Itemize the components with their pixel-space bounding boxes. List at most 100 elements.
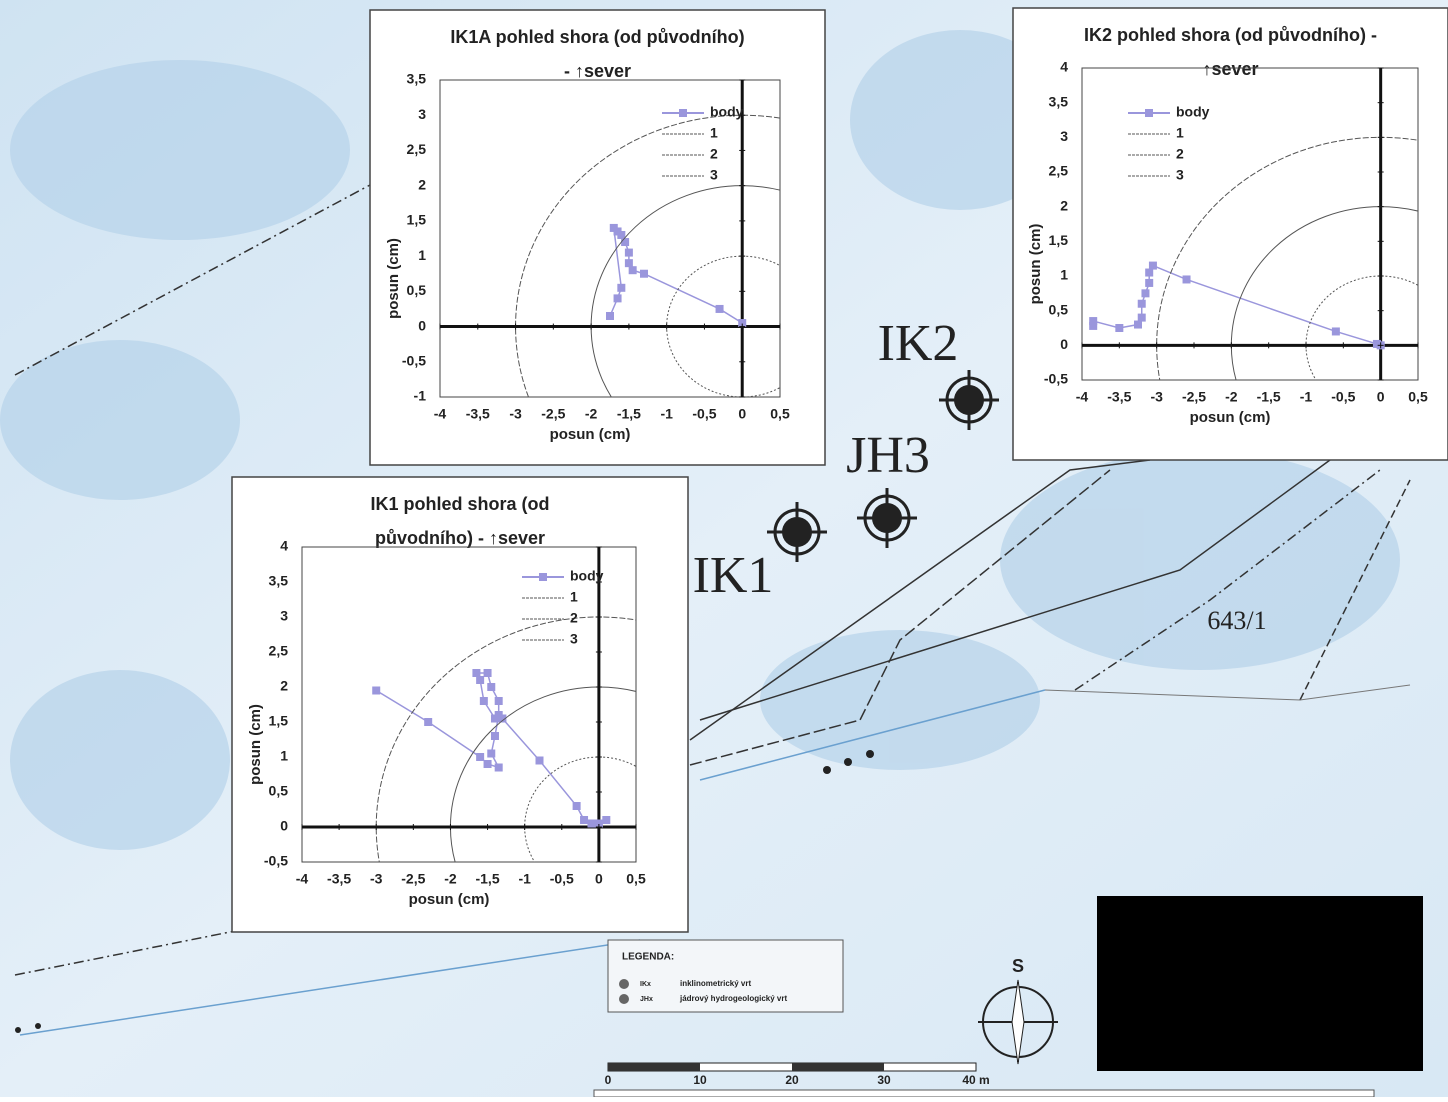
body-point — [1134, 320, 1142, 329]
chart-subtitle: původního) - ↑sever — [375, 528, 545, 548]
scale-label: 10 — [693, 1073, 707, 1087]
x-tick-label: -4 — [296, 871, 309, 887]
legend-symbol: JHx — [640, 996, 653, 1003]
chart-background — [1012, 7, 1448, 461]
x-tick-label: 0 — [595, 871, 603, 887]
scale-label: 30 — [877, 1073, 891, 1087]
body-point — [1148, 261, 1157, 270]
y-tick-label: 0 — [418, 317, 426, 333]
y-tick-label: -0,5 — [402, 352, 426, 368]
body-point — [1089, 317, 1098, 326]
x-tick-label: -4 — [1076, 389, 1089, 405]
y-axis-label: posun (cm) — [385, 238, 402, 319]
body-point — [472, 669, 481, 677]
x-tick-label: -2,5 — [401, 871, 425, 887]
chart-background — [369, 9, 826, 466]
y-tick-label: 0,5 — [269, 783, 289, 799]
body-point — [715, 304, 724, 313]
body-point — [609, 223, 618, 232]
body-point — [479, 697, 488, 705]
body-point — [372, 686, 381, 695]
x-tick-label: -1,5 — [475, 871, 499, 887]
x-tick-label: -3,5 — [466, 406, 490, 422]
scale-label: 0 — [605, 1073, 612, 1087]
x-tick-label: -1 — [660, 406, 673, 422]
legend-text: jádrový hydrogeologický vrt — [679, 994, 787, 1003]
legend-title: LEGENDA: — [622, 952, 674, 963]
y-tick-label: 3,5 — [1049, 93, 1069, 109]
body-point — [487, 683, 496, 691]
x-tick-label: -3 — [1150, 389, 1163, 405]
chart-panel: IK2 pohled shora (od původního) - ↑sever -… — [1012, 7, 1448, 461]
y-tick-label: -0,5 — [264, 853, 288, 869]
compass-label: S — [1012, 956, 1024, 976]
borehole-label: JH3 — [846, 427, 930, 484]
chart-panel: IK1A pohled shora (od původního) - ↑sever… — [369, 9, 826, 466]
body-point — [580, 816, 589, 824]
y-tick-label: 1 — [418, 247, 426, 263]
scale-label: 20 — [785, 1073, 799, 1087]
y-tick-label: 1 — [280, 748, 288, 764]
x-tick-label: 0,5 — [770, 406, 790, 422]
body-point — [535, 756, 544, 765]
x-tick-label: -2,5 — [1182, 389, 1206, 405]
legend-marker — [539, 573, 547, 581]
legend-label: body — [570, 568, 604, 584]
legend-box: LEGENDA: IKx inklinometrický vrt JHx jád… — [607, 939, 844, 1013]
redaction-box — [1097, 896, 1423, 1071]
body-point — [483, 760, 492, 768]
x-tick-label: -2 — [585, 406, 598, 422]
x-tick-label: -3 — [509, 406, 522, 422]
compass: S — [978, 956, 1058, 1065]
x-axis-label: posun (cm) — [409, 891, 490, 908]
y-tick-label: 3 — [280, 608, 288, 624]
y-tick-label: 2,5 — [269, 643, 289, 659]
legend-label: 2 — [570, 610, 578, 626]
y-tick-label: 2,5 — [407, 141, 427, 157]
x-tick-label: -1,5 — [1257, 389, 1281, 405]
plot-frame — [439, 79, 781, 398]
y-tick-label: 3 — [1060, 128, 1068, 144]
chart-subtitle: - ↑sever — [564, 61, 631, 81]
y-tick-label: 4 — [280, 538, 288, 554]
body-point — [1182, 275, 1191, 284]
body-point — [494, 763, 503, 772]
body-point — [587, 819, 596, 828]
x-tick-label: 0,5 — [1408, 389, 1428, 405]
chart-panel: IK1 pohled shora (od původního) - ↑sever -… — [231, 476, 689, 933]
legend-label: 3 — [710, 167, 718, 183]
body-point — [1141, 289, 1150, 298]
body-point — [494, 697, 503, 705]
y-tick-label: 0 — [280, 818, 288, 834]
chart-title: IK1 pohled shora (od — [370, 494, 549, 514]
y-tick-label: 1,5 — [269, 713, 289, 729]
body-point — [613, 294, 622, 303]
legend-label: 2 — [710, 146, 718, 162]
body-point — [617, 283, 626, 292]
legend-label: 3 — [570, 631, 578, 647]
body-point — [1145, 278, 1154, 287]
x-axis-label: posun (cm) — [550, 426, 631, 443]
x-axis-label: posun (cm) — [1190, 409, 1271, 426]
y-axis-label: posun (cm) — [247, 704, 264, 785]
legend-label: 2 — [1176, 146, 1184, 162]
y-tick-label: -1 — [414, 388, 427, 404]
body-point — [1137, 299, 1146, 308]
plot-frame — [301, 546, 637, 863]
x-tick-label: 0 — [738, 406, 746, 422]
body-point — [476, 676, 485, 684]
body-point — [424, 718, 433, 726]
y-tick-label: 2 — [1060, 197, 1068, 213]
body-point — [640, 269, 648, 278]
body-point — [1372, 339, 1381, 348]
x-tick-label: 0 — [1377, 389, 1385, 405]
body-point — [594, 819, 603, 828]
body-point — [624, 248, 633, 257]
x-tick-label: 0,5 — [626, 871, 646, 887]
legend-marker — [679, 109, 687, 117]
y-tick-label: 0,5 — [407, 282, 427, 298]
y-tick-label: 0,5 — [1049, 301, 1069, 317]
borehole-label: IK1 — [693, 547, 774, 604]
x-tick-label: -2,5 — [541, 406, 565, 422]
body-point — [1137, 313, 1146, 322]
